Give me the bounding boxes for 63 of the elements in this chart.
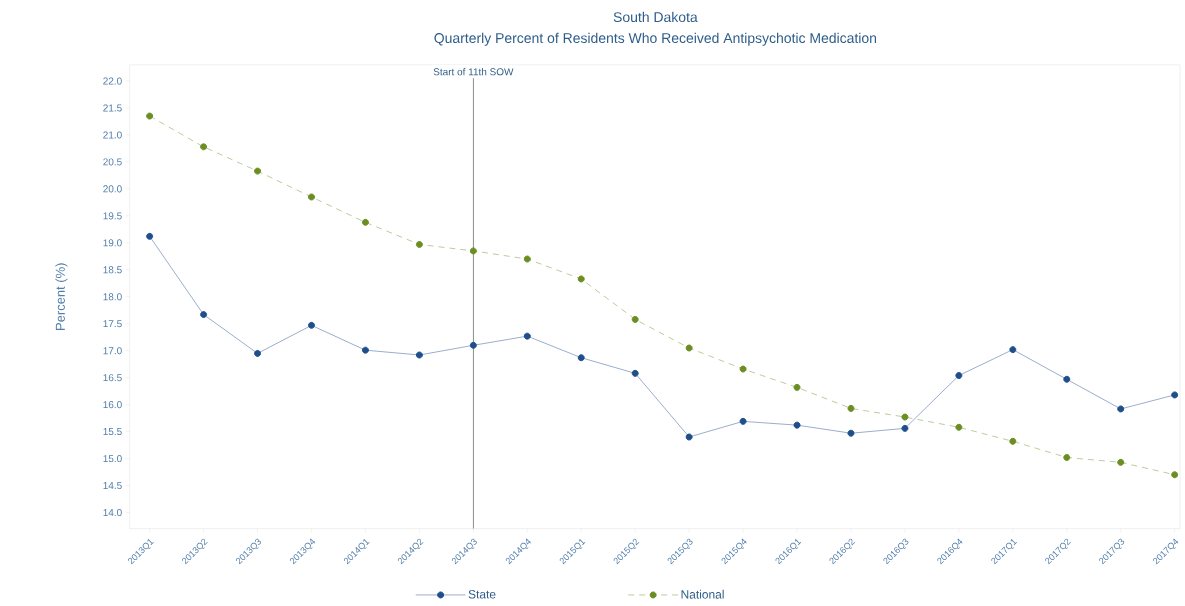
point xyxy=(901,413,909,421)
point xyxy=(955,424,963,432)
y-tick-label: 15.0 xyxy=(103,455,122,463)
point xyxy=(361,219,369,227)
point xyxy=(577,354,585,362)
point xyxy=(200,311,208,319)
y-tick-label: 20.0 xyxy=(103,185,122,193)
point xyxy=(793,384,801,392)
point xyxy=(793,421,801,429)
y-tick-label: 21.0 xyxy=(103,131,122,139)
point xyxy=(847,429,855,437)
legend-label: State xyxy=(468,590,496,599)
point xyxy=(146,112,154,120)
point xyxy=(1117,405,1125,413)
point xyxy=(415,241,423,249)
point xyxy=(469,342,477,350)
point xyxy=(308,322,315,330)
point xyxy=(1063,454,1071,462)
point xyxy=(1063,376,1071,384)
y-tick-label: 19.0 xyxy=(103,239,122,247)
point xyxy=(415,351,423,359)
point xyxy=(631,370,639,378)
y-tick-label: 14.5 xyxy=(103,482,122,490)
point xyxy=(955,372,963,380)
point xyxy=(1009,438,1017,446)
point xyxy=(361,346,369,354)
y-tick-label: 17.5 xyxy=(103,320,122,328)
y-tick-label: 14.0 xyxy=(103,509,122,517)
point xyxy=(146,233,154,241)
chart-title: South Dakota xyxy=(613,12,698,23)
point xyxy=(254,350,262,358)
legend-label: National xyxy=(681,590,724,599)
y-tick-label: 18.5 xyxy=(103,266,122,274)
point xyxy=(631,316,639,324)
point xyxy=(577,275,585,283)
y-tick-label: 18.0 xyxy=(103,293,122,301)
y-tick-label: 17.0 xyxy=(103,347,122,355)
point xyxy=(1171,391,1179,399)
y-tick-label: 21.5 xyxy=(103,104,122,112)
y-tick-label: 22.0 xyxy=(103,77,122,85)
chart-subtitle: Quarterly Percent of Residents Who Received Antipsychotic Medication xyxy=(434,33,877,47)
point xyxy=(739,365,747,373)
point xyxy=(308,193,315,201)
point xyxy=(254,167,262,175)
point xyxy=(523,332,531,340)
point xyxy=(1171,471,1179,479)
point xyxy=(847,405,855,413)
point xyxy=(685,433,693,441)
point xyxy=(901,425,909,433)
point xyxy=(1009,346,1017,354)
y-tick-label: 16.0 xyxy=(103,401,122,409)
point xyxy=(523,255,531,263)
point xyxy=(1117,459,1125,467)
y-tick-label: 16.5 xyxy=(103,374,122,382)
y-tick-label: 20.5 xyxy=(103,158,122,166)
y-tick-label: 19.5 xyxy=(103,212,122,220)
ref-line-label: Start of 11th SOW xyxy=(433,68,514,76)
point xyxy=(685,344,693,352)
point xyxy=(469,247,477,255)
y-axis-title: Percent (%) xyxy=(55,263,68,331)
point xyxy=(200,143,208,151)
y-tick-label: 15.5 xyxy=(103,428,122,436)
point xyxy=(739,418,747,426)
